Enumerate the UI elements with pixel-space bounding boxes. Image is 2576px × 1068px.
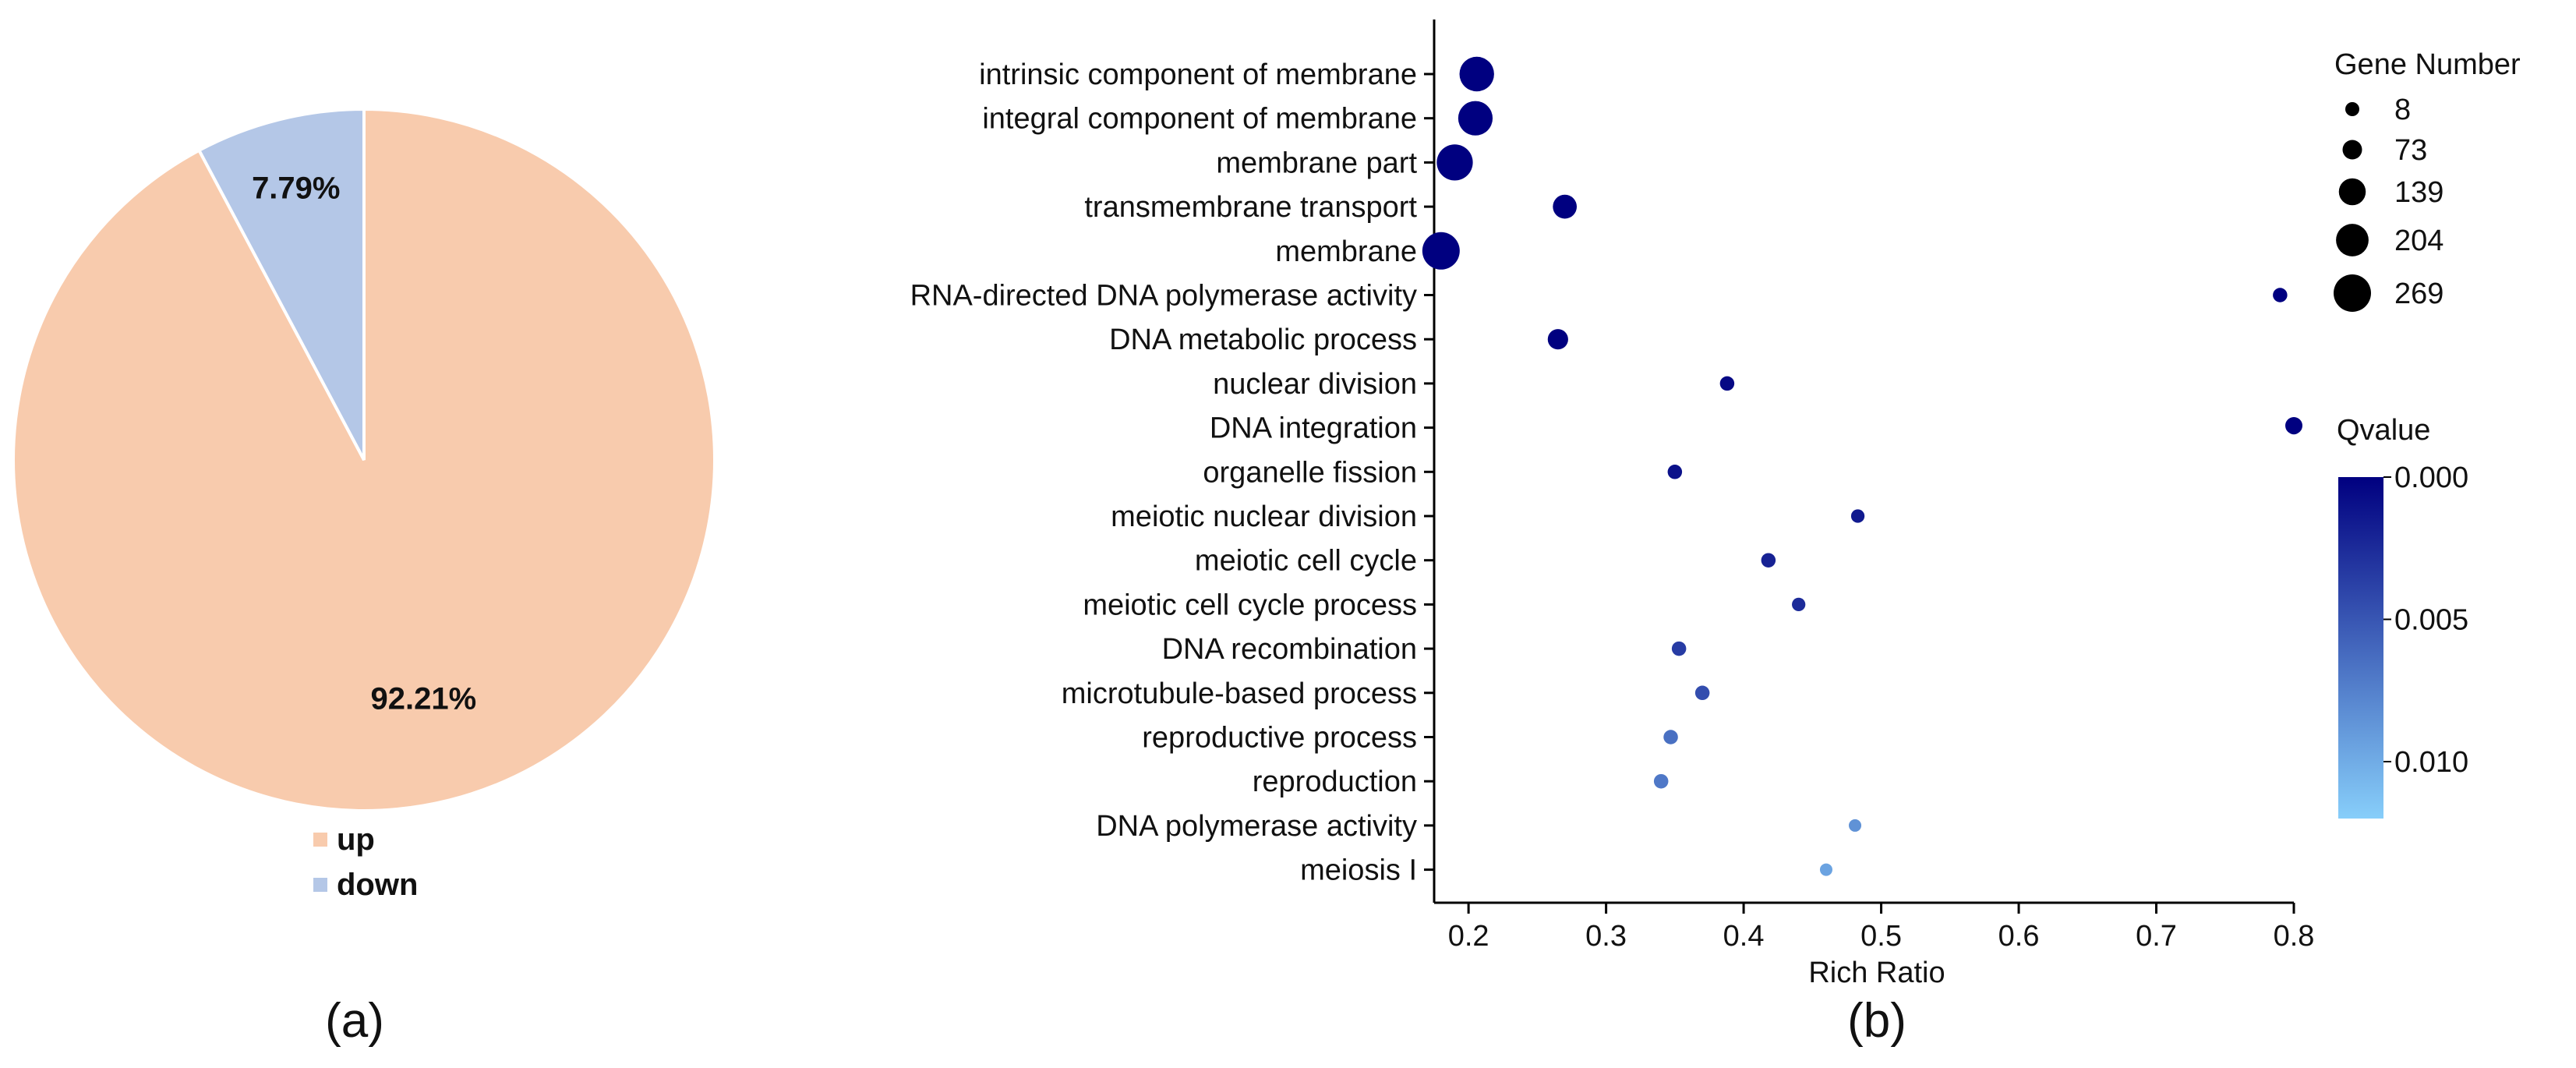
size-legend-circle-139 — [2338, 178, 2366, 206]
y-tick-label-transmembrane-transport: transmembrane transport — [1084, 191, 1417, 224]
legend-swatch-up — [313, 833, 327, 847]
bubble-transmembrane-transport — [1553, 194, 1578, 219]
colorbar-label-0-005: 0.005 — [2394, 604, 2468, 637]
y-tick-label-meiosis-i: meiosis I — [1300, 854, 1417, 887]
size-legend: Gene Number 8 73 139 204 269 — [2334, 48, 2521, 312]
bubble-chart: intrinsic component of membrane integral … — [910, 19, 2521, 1048]
bubble-nuclear-division — [1719, 376, 1735, 391]
legend-label-down: down — [337, 868, 418, 902]
legend-label-up: up — [337, 822, 375, 857]
size-legend-circle-204 — [2336, 224, 2369, 256]
pie-label-up: 92.21% — [370, 682, 476, 716]
y-tick-label-rna-directed-dna-polymerase-activity: RNA-directed DNA polymerase activity — [910, 280, 1417, 313]
color-legend: Qvalue 0.000 0.005 0.010 — [2285, 414, 2468, 819]
bubble-dna-metabolic-process — [1547, 329, 1568, 350]
size-legend-circle-73 — [2342, 140, 2362, 160]
y-tick-label-organelle-fission: organelle fission — [1203, 456, 1417, 489]
bubble-membrane-part — [1436, 144, 1473, 181]
colorbar-label-0-000: 0.000 — [2394, 462, 2468, 494]
y-tick-label-membrane-part: membrane part — [1216, 147, 1417, 179]
y-tick-label-meiotic-cell-cycle-process: meiotic cell cycle process — [1083, 589, 1417, 621]
size-legend-label-8: 8 — [2394, 94, 2411, 126]
x-tick-label-0-7: 0.7 — [2136, 920, 2177, 953]
y-tick-label-dna-integration: DNA integration — [1210, 412, 1417, 445]
bubble-integral-component-of-membrane — [1458, 101, 1493, 136]
y-tick-label-meiotic-nuclear-division: meiotic nuclear division — [1111, 500, 1417, 533]
x-tick-label-0-2: 0.2 — [1448, 920, 1489, 953]
color-legend-title: Qvalue — [2337, 414, 2430, 447]
bubble-intrinsic-component-of-membrane — [1459, 56, 1494, 92]
qvalue-marker-dot — [2285, 417, 2302, 434]
legend-swatch-down — [313, 878, 327, 892]
pie-chart: 92.21% 7.79% up down (a) — [12, 107, 716, 1048]
size-legend-label-139: 139 — [2394, 176, 2443, 209]
size-legend-label-73: 73 — [2394, 134, 2427, 167]
bubble-rna-directed-dna-polymerase-activity — [2273, 288, 2288, 302]
bubble-meiotic-cell-cycle-process — [1792, 597, 1806, 612]
x-tick-label-0-4: 0.4 — [1723, 920, 1765, 953]
qvalue-colorbar — [2338, 477, 2383, 819]
y-tick-label-dna-polymerase-activity: DNA polymerase activity — [1096, 810, 1417, 843]
y-tick-label-meiotic-cell-cycle: meiotic cell cycle — [1195, 545, 1417, 578]
bubble-membrane — [1422, 232, 1460, 270]
bubble-meiosis-i — [1819, 863, 1832, 876]
x-tick-label-0-3: 0.3 — [1585, 920, 1627, 953]
bubble-meiotic-nuclear-division — [1850, 509, 1865, 523]
y-tick-label-nuclear-division: nuclear division — [1213, 368, 1417, 401]
size-legend-circle-8 — [2345, 102, 2359, 116]
y-tick-label-dna-recombination: DNA recombination — [1162, 633, 1417, 666]
bubble-reproductive-process — [1663, 730, 1678, 744]
bubble-dna-polymerase-activity — [1849, 819, 1862, 832]
y-tick-label-reproduction: reproduction — [1253, 766, 1417, 798]
y-tick-label-membrane: membrane — [1275, 235, 1417, 268]
x-axis-title: Rich Ratio — [1808, 957, 1945, 989]
size-legend-circle-269 — [2334, 274, 2371, 312]
size-legend-title: Gene Number — [2334, 48, 2521, 81]
bubble-microtubule-based-process — [1694, 685, 1710, 701]
x-tick-label-0-5: 0.5 — [1860, 920, 1902, 953]
y-tick-label-reproductive-process: reproductive process — [1142, 722, 1417, 755]
y-tick-label-integral-component-of-membrane: integral component of membrane — [982, 103, 1417, 136]
pie-slice-down — [196, 107, 366, 461]
size-legend-label-269: 269 — [2394, 278, 2443, 310]
colorbar-label-0-010: 0.010 — [2394, 746, 2468, 779]
bubble-dna-recombination — [1671, 641, 1687, 656]
pie-label-down: 7.79% — [252, 172, 340, 206]
y-tick-label-intrinsic-component-of-membrane: intrinsic component of membrane — [979, 58, 1417, 91]
panel-label-a: (a) — [325, 994, 384, 1048]
x-tick-label-0-8: 0.8 — [2274, 920, 2315, 953]
panel-label-b: (b) — [1847, 994, 1906, 1048]
size-legend-label-204: 204 — [2394, 225, 2443, 257]
bubble-organelle-fission — [1667, 465, 1683, 479]
bubble-reproduction — [1653, 773, 1669, 789]
y-tick-label-microtubule-based-process: microtubule-based process — [1062, 677, 1417, 710]
y-tick-label-dna-metabolic-process: DNA metabolic process — [1109, 324, 1417, 356]
x-tick-label-0-6: 0.6 — [1998, 920, 2040, 953]
bubble-meiotic-cell-cycle — [1761, 553, 1776, 568]
